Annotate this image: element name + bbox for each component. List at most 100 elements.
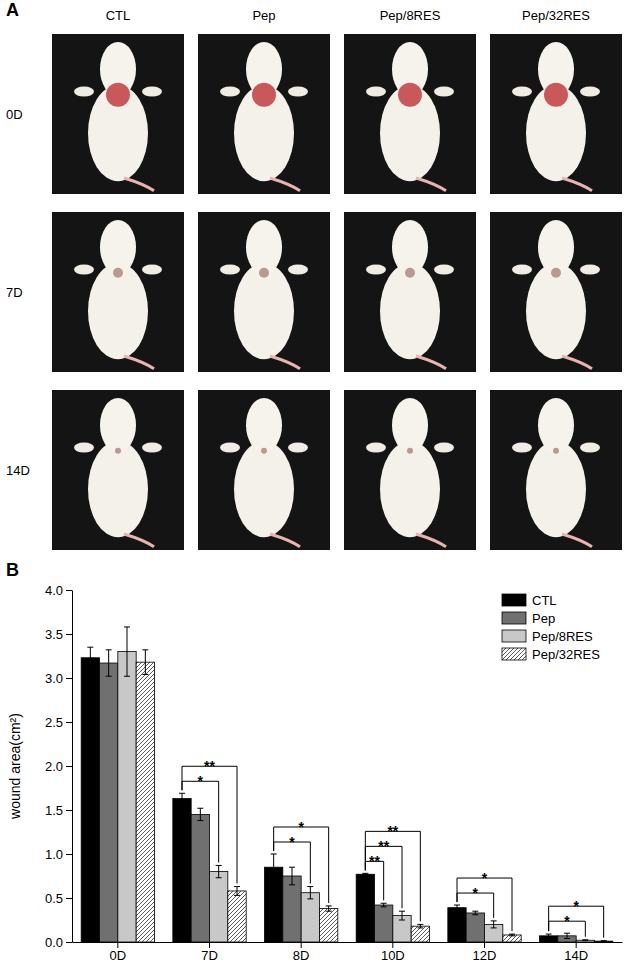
error-bar xyxy=(381,903,387,907)
error-bar xyxy=(564,933,570,938)
x-tick: 12D xyxy=(473,942,497,963)
error-bar xyxy=(289,867,295,885)
error-bar-cap xyxy=(179,793,185,794)
y-axis-line xyxy=(72,591,73,943)
legend-item: CTL xyxy=(502,593,557,608)
x-tick: 8D xyxy=(293,942,310,963)
column-label: CTL xyxy=(106,8,131,23)
error-bar xyxy=(362,873,368,875)
x-tick-label: 10D xyxy=(381,948,405,963)
rat-arm xyxy=(74,87,94,97)
significance-bracket xyxy=(182,766,237,883)
y-tick: 2.5 xyxy=(45,715,72,730)
photo-bg xyxy=(198,390,330,550)
rat-arm xyxy=(74,265,94,275)
legend-swatch xyxy=(502,630,526,642)
photo xyxy=(490,212,622,372)
bar xyxy=(173,799,191,942)
error-bar-stem xyxy=(127,627,128,676)
error-bar xyxy=(417,924,423,928)
y-tick-label: 2.0 xyxy=(45,759,63,774)
error-bar xyxy=(326,906,332,911)
y-tick: 4.0 xyxy=(45,583,72,598)
error-bar-stem xyxy=(493,921,494,928)
error-bar-stem xyxy=(218,865,219,877)
error-bar-cap xyxy=(289,867,295,868)
bar xyxy=(301,893,319,942)
significance-label: * xyxy=(198,773,204,789)
error-bar-cap xyxy=(271,880,277,881)
bar xyxy=(100,663,118,942)
error-bar-stem xyxy=(383,903,384,907)
photo xyxy=(198,390,330,550)
bar xyxy=(393,916,411,942)
y-tick-label: 1.5 xyxy=(45,803,63,818)
y-tick: 1.5 xyxy=(45,803,72,818)
photo xyxy=(490,390,622,550)
error-bar-cap xyxy=(417,927,423,928)
photo xyxy=(52,212,184,372)
rat-body xyxy=(380,441,440,537)
x-tick: 10D xyxy=(381,942,405,963)
legend-swatch xyxy=(502,648,526,660)
error-bar-cap xyxy=(179,803,185,804)
column-label: Pep/8RES xyxy=(380,8,441,23)
x-tick-mark xyxy=(392,942,393,948)
error-bar-cap xyxy=(124,626,130,627)
error-bar-cap xyxy=(509,934,515,935)
error-bar-cap xyxy=(417,924,423,925)
y-tick-label: 0.5 xyxy=(45,891,63,906)
photo-bg xyxy=(344,212,476,372)
wound xyxy=(398,83,422,107)
photo xyxy=(344,212,476,372)
rat-arm xyxy=(142,87,162,97)
error-bar xyxy=(197,808,203,820)
error-bar-cap xyxy=(289,884,295,885)
rat-tail xyxy=(270,534,300,547)
significance-label: * xyxy=(289,834,295,850)
rat-tail xyxy=(124,534,154,547)
error-bar-cap xyxy=(546,934,552,935)
error-bar xyxy=(399,911,405,920)
error-bar-stem xyxy=(310,887,311,899)
error-bar-cap xyxy=(142,674,148,675)
significance-bracket xyxy=(365,831,420,921)
error-bar-cap xyxy=(582,939,588,940)
error-bar-cap xyxy=(326,905,332,906)
error-bar xyxy=(106,650,112,676)
rat-head xyxy=(538,220,574,274)
photo-bg xyxy=(52,34,184,194)
rat-head xyxy=(392,220,428,274)
rat-tail xyxy=(124,178,154,191)
bar xyxy=(283,876,301,942)
y-tick-label: 0.0 xyxy=(45,935,63,950)
rat-arm xyxy=(220,87,240,97)
wound xyxy=(405,268,415,278)
x-tick: 0D xyxy=(110,942,127,963)
rat-head xyxy=(100,220,136,274)
significance-label: * xyxy=(564,913,570,929)
photo xyxy=(490,34,622,194)
error-bar-cap xyxy=(491,920,497,921)
y-tick-mark xyxy=(66,590,72,591)
row-label: 14D xyxy=(6,463,30,478)
legend-item: Pep xyxy=(502,611,555,626)
error-bar xyxy=(87,647,93,668)
y-tick: 1.0 xyxy=(45,847,72,862)
photo-bg xyxy=(344,34,476,194)
error-bar-cap xyxy=(142,649,148,650)
rat-arm xyxy=(74,443,94,453)
rat-arm xyxy=(512,87,532,97)
photo-bg xyxy=(198,34,330,194)
bar xyxy=(448,908,466,942)
y-tick: 0.5 xyxy=(45,891,72,906)
error-bar-stem xyxy=(182,793,183,804)
y-tick-mark xyxy=(66,810,72,811)
x-tick-label: 12D xyxy=(473,948,497,963)
panel-label: A xyxy=(6,0,19,20)
bar xyxy=(81,658,99,942)
error-bar-cap xyxy=(454,905,460,906)
x-tick: 14D xyxy=(564,942,588,963)
wound xyxy=(261,448,267,454)
bar xyxy=(375,905,393,942)
